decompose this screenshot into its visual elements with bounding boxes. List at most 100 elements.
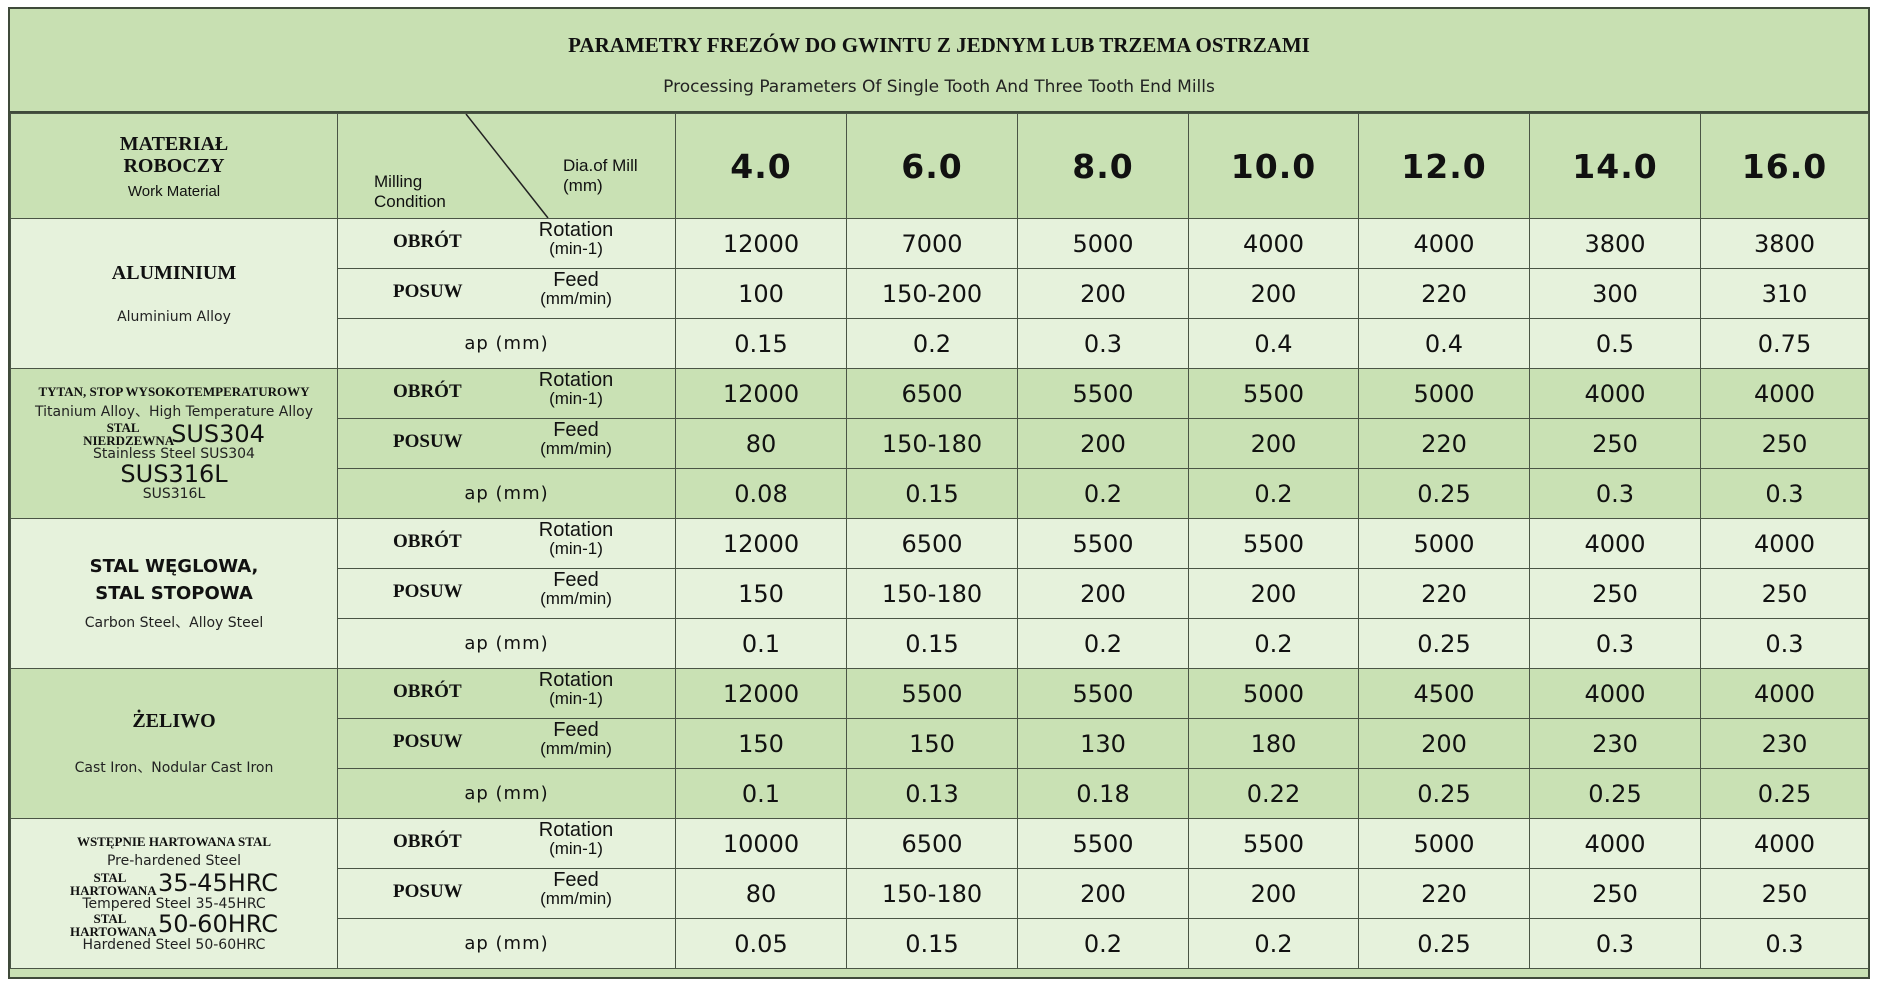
- feed-value: 310: [1700, 268, 1869, 319]
- ap-value: 0.05: [675, 918, 847, 969]
- feed-value: 250: [1529, 418, 1701, 469]
- ap-value: 0.25: [1700, 768, 1869, 819]
- material-name-en: Pre-hardened Steel: [106, 853, 242, 870]
- material-name-en: Carbon Steel、Alloy Steel: [84, 614, 264, 631]
- title-polish: PARAMETRY FREZÓW DO GWINTU Z JEDNYM LUB …: [568, 33, 1310, 57]
- feed-value: 250: [1700, 868, 1869, 919]
- material-header-en: Work Material: [127, 182, 221, 200]
- rotation-label-en: Rotation: [538, 819, 614, 841]
- ap-value: 0.4: [1188, 318, 1359, 369]
- feed-value: 200: [1017, 868, 1189, 919]
- ap-value: 0.3: [1700, 918, 1869, 969]
- table-row: ap (mm) 0.1 0.13 0.18 0.22 0.25 0.25 0.25: [11, 768, 1869, 819]
- feed-value: 220: [1358, 268, 1530, 319]
- table-row: ap (mm) 0.1 0.15 0.2 0.2 0.25 0.3 0.3: [11, 618, 1869, 669]
- material-grade-line: STAL HARTOWANA 50-60HRC: [12, 910, 337, 939]
- feed-condition: POSUW Feed (mm/min): [337, 268, 676, 319]
- material-grade-line: STAL NIERDZEWNA SUS304: [12, 420, 337, 449]
- feed-value: 200: [1017, 568, 1189, 619]
- ap-value: 0.25: [1529, 768, 1701, 819]
- ap-value: 0.22: [1188, 768, 1359, 819]
- feed-condition-wrap: POSUW Feed (mm/min): [339, 570, 675, 618]
- material-name-en: Aluminium Alloy: [117, 309, 231, 325]
- rotation-label-pl: OBRÓT: [393, 231, 462, 252]
- rotation-value: 12000: [675, 218, 847, 269]
- material-cell: ŻELIWO Cast Iron、Nodular Cast Iron: [10, 668, 338, 819]
- ap-value: 0.5: [1529, 318, 1701, 369]
- feed-condition-wrap: POSUW Feed (mm/min): [339, 420, 675, 468]
- material-grade-pl: STAL NIERDZEWNA: [83, 420, 175, 449]
- milling-condition-label: Milling Condition: [374, 172, 446, 211]
- material-grade-en: Stainless Steel SUS304: [93, 446, 255, 463]
- ap-label: ap (mm): [337, 618, 676, 669]
- feed-condition-wrap: POSUW Feed (mm/min): [339, 720, 675, 768]
- rotation-value: 4000: [1529, 668, 1701, 719]
- rotation-condition-wrap: OBRÓT Rotation (min-1): [339, 670, 675, 718]
- rotation-unit: (min-1): [549, 389, 603, 408]
- material-grade-code: 35-45HRC: [157, 869, 279, 898]
- rotation-value: 5000: [1017, 218, 1189, 269]
- feed-value: 230: [1529, 718, 1701, 769]
- rotation-value: 5500: [1017, 368, 1189, 419]
- feed-value: 250: [1529, 868, 1701, 919]
- material-name-pl: STAL WĘGLOWA,: [89, 555, 259, 577]
- ap-value: 0.4: [1358, 318, 1530, 369]
- material-header: MATERIAŁ ROBOCZY Work Material: [10, 113, 338, 219]
- dia-of-mill-label: Dia.of Mill (mm): [563, 156, 638, 195]
- feed-value: 100: [675, 268, 847, 319]
- ap-label: ap (mm): [337, 768, 676, 819]
- rotation-value: 12000: [675, 368, 847, 419]
- material-name-pl: TYTAN, STOP WYSOKOTEMPERATUROWY: [38, 384, 310, 400]
- feed-label-pl: POSUW: [393, 431, 463, 452]
- feed-value: 230: [1700, 718, 1869, 769]
- rotation-value: 12000: [675, 518, 847, 569]
- diameter-header: 6.0: [846, 113, 1018, 219]
- title-band: PARAMETRY FREZÓW DO GWINTU Z JEDNYM LUB …: [10, 9, 1868, 113]
- feed-value: 200: [1017, 418, 1189, 469]
- rotation-value: 4000: [1700, 818, 1869, 869]
- rotation-condition: OBRÓT Rotation (min-1): [337, 518, 676, 569]
- feed-unit: (mm/min): [540, 439, 612, 458]
- feed-condition: POSUW Feed (mm/min): [337, 718, 676, 769]
- table-row: ap (mm) 0.05 0.15 0.2 0.2 0.25 0.3 0.3: [11, 918, 1869, 969]
- parameters-table: MATERIAŁ ROBOCZY Work Material Milling C…: [10, 113, 1869, 969]
- material-header-pl: MATERIAŁ ROBOCZY: [119, 132, 229, 177]
- material-name-pl: ALUMINIUM: [111, 262, 237, 284]
- ap-value: 0.15: [846, 618, 1018, 669]
- feed-value: 250: [1529, 568, 1701, 619]
- ap-value: 0.3: [1529, 618, 1701, 669]
- material-grade-pl: STAL HARTOWANA: [69, 910, 157, 939]
- ap-value: 0.75: [1700, 318, 1869, 369]
- table-row: POSUW Feed (mm/min) 100 150-200 200 200 220 300 3…: [11, 268, 1869, 319]
- ap-label: ap (mm): [337, 318, 676, 369]
- feed-value: 200: [1188, 268, 1359, 319]
- feed-label-en: Feed: [553, 869, 599, 891]
- feed-condition: POSUW Feed (mm/min): [337, 418, 676, 469]
- table-row: POSUW Feed (mm/min) 150 150 130 180 200 230 230: [11, 718, 1869, 769]
- feed-value: 150-180: [846, 568, 1018, 619]
- ap-value: 0.2: [1017, 918, 1189, 969]
- table-row: ALUMINIUM Aluminium Alloy OBRÓT Rotation (mi…: [10, 218, 1869, 369]
- rotation-value: 5500: [846, 668, 1018, 719]
- rotation-value: 5000: [1188, 668, 1359, 719]
- title-english: Processing Parameters Of Single Tooth An…: [663, 77, 1215, 97]
- feed-unit: (mm/min): [540, 739, 612, 758]
- feed-value: 220: [1358, 868, 1530, 919]
- ap-value: 0.13: [846, 768, 1018, 819]
- feed-condition: POSUW Feed (mm/min): [337, 868, 676, 919]
- feed-condition-wrap: POSUW Feed (mm/min): [339, 869, 675, 918]
- feed-condition: POSUW Feed (mm/min): [337, 568, 676, 619]
- ap-value: 0.15: [675, 318, 847, 369]
- rotation-value: 4000: [1529, 818, 1701, 869]
- rotation-label-pl: OBRÓT: [393, 531, 462, 552]
- rotation-unit: (min-1): [549, 839, 603, 858]
- rotation-value: 4000: [1529, 518, 1701, 569]
- rotation-value: 5500: [1188, 368, 1359, 419]
- rotation-value: 5000: [1358, 818, 1530, 869]
- ap-value: 0.25: [1358, 768, 1530, 819]
- table-row: POSUW Feed (mm/min) 150 150-180 200 200 220 250 2…: [11, 568, 1869, 619]
- rotation-value: 6500: [846, 818, 1018, 869]
- ap-value: 0.1: [675, 768, 847, 819]
- diameter-header: 12.0: [1358, 113, 1530, 219]
- header-row: MATERIAŁ ROBOCZY Work Material Milling C…: [10, 113, 1869, 219]
